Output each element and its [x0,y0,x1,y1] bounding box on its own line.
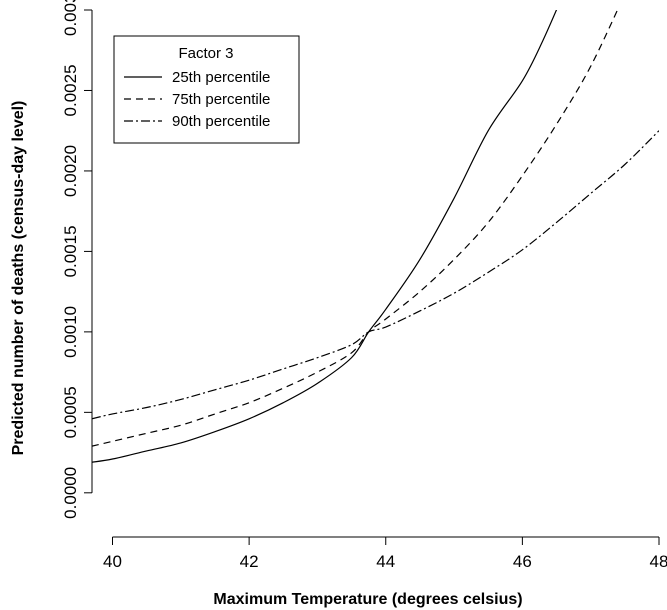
y-tick-label: 0.0030 [61,0,80,36]
legend-title: Factor 3 [178,45,233,62]
legend-box [113,35,300,144]
y-tick-label: 0.0020 [61,145,80,197]
legend-label: 25th percentile [172,69,270,86]
legend-label: 90th percentile [172,113,270,130]
series-line-2 [92,10,619,447]
x-tick-label: 40 [103,552,122,571]
x-tick-label: 48 [650,552,667,571]
x-axis-title: Maximum Temperature (degrees celsius) [213,591,522,608]
x-tick-label: 44 [376,552,395,571]
y-tick-label: 0.0000 [61,467,80,519]
y-tick-label: 0.0005 [61,386,80,438]
y-axis-title: Predicted number of deaths (census-day l… [10,101,27,456]
legend: Factor 3 25th percentile 75th percentile 9… [113,35,300,144]
legend-label: 75th percentile [172,91,270,108]
x-axis: 40 42 44 46 48 [103,536,667,571]
series-line-1 [92,10,558,463]
series-line-3 [92,130,659,420]
y-tick-label: 0.0010 [61,306,80,358]
x-tick-label: 46 [513,552,532,571]
y-axis: 0.0000 0.0005 0.0010 0.0015 0.0020 0.0025 0.00… [61,0,93,519]
x-tick-label: 42 [240,552,259,571]
y-tick-label: 0.0025 [61,64,80,116]
y-tick-label: 0.0015 [61,225,80,277]
series-layer [92,10,659,463]
